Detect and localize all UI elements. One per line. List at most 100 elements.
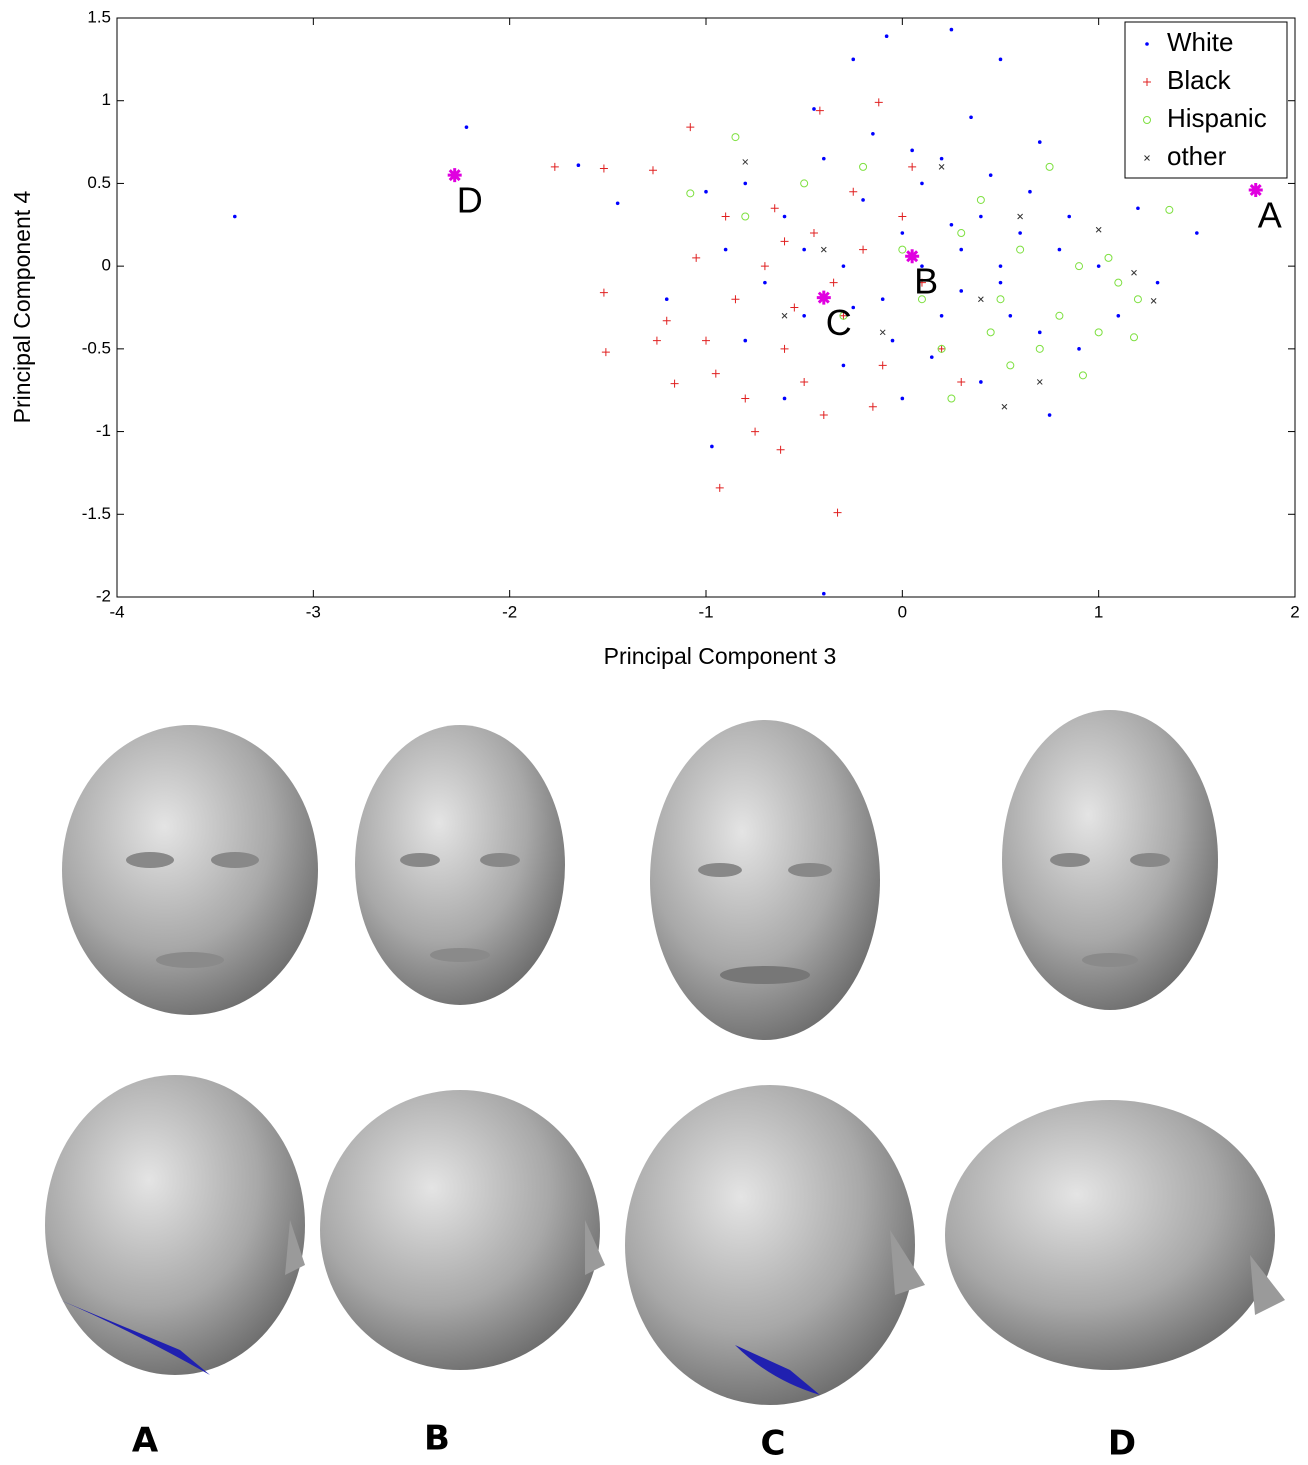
point xyxy=(1018,231,1022,235)
point xyxy=(998,264,1003,268)
point xyxy=(1195,231,1199,235)
y-tick-label: 1 xyxy=(102,90,111,109)
point xyxy=(731,295,740,304)
point xyxy=(464,125,469,129)
point xyxy=(1078,371,1087,380)
point xyxy=(809,229,818,238)
point xyxy=(920,181,924,186)
x-tick-label: -2 xyxy=(502,602,517,621)
point xyxy=(1077,347,1081,351)
point xyxy=(949,222,954,227)
point xyxy=(742,159,749,165)
point xyxy=(751,427,760,436)
point xyxy=(998,57,1003,62)
legend-label: other xyxy=(1167,141,1227,171)
face-d-side xyxy=(945,1100,1285,1370)
point xyxy=(576,163,581,168)
point xyxy=(820,246,827,253)
point xyxy=(1017,213,1023,220)
point xyxy=(880,297,885,302)
point xyxy=(937,344,946,353)
faces xyxy=(45,710,1285,1405)
legend-marker xyxy=(1143,116,1151,124)
highlight-point xyxy=(447,168,462,183)
y-tick-label: 1.5 xyxy=(87,7,111,26)
legend-marker xyxy=(1145,42,1149,46)
point xyxy=(878,361,887,370)
face-c-side xyxy=(625,1085,925,1405)
point xyxy=(1008,313,1013,318)
point xyxy=(1136,206,1140,211)
point xyxy=(652,336,661,345)
point xyxy=(1047,413,1052,417)
point xyxy=(648,166,657,175)
point xyxy=(822,156,826,161)
x-tick-label: -3 xyxy=(306,602,321,621)
panel-label: B xyxy=(424,1419,450,1459)
y-tick-label: 0.5 xyxy=(87,173,111,192)
point xyxy=(986,328,995,337)
legend-box xyxy=(1124,21,1288,179)
point xyxy=(879,329,886,336)
point xyxy=(900,231,905,235)
point xyxy=(859,245,868,254)
point xyxy=(959,247,964,252)
point xyxy=(781,312,788,319)
point xyxy=(1055,311,1064,320)
plot: -4 -3 -2 -1 0 1 2 -2 -1.5 -1 -0.5 0 0.5 1 1.5 A B C D White… xyxy=(82,7,1300,621)
legend-marker xyxy=(1144,155,1150,161)
point xyxy=(868,402,877,411)
face-b-front xyxy=(355,725,565,1005)
point xyxy=(917,278,926,287)
point xyxy=(782,396,787,401)
point xyxy=(662,316,671,325)
plot-frame xyxy=(116,17,1296,598)
point xyxy=(1028,189,1032,194)
point xyxy=(1045,162,1054,171)
y-tick-label: -1 xyxy=(96,421,111,440)
point xyxy=(1131,269,1137,276)
y-tick-label: -1.5 xyxy=(82,504,111,523)
point xyxy=(702,336,710,345)
point xyxy=(1116,313,1121,318)
point xyxy=(861,198,865,202)
point xyxy=(815,106,824,115)
point xyxy=(686,189,695,198)
point xyxy=(1130,333,1139,342)
legend-label: Black xyxy=(1167,65,1232,95)
point xyxy=(979,380,983,384)
point xyxy=(741,212,750,221)
point xyxy=(859,162,868,171)
point xyxy=(1094,328,1103,337)
point xyxy=(996,295,1005,304)
annotation-label: D xyxy=(457,180,483,221)
point xyxy=(1155,280,1160,285)
x-tick-label: 0 xyxy=(898,602,907,621)
point xyxy=(833,508,842,517)
point xyxy=(871,132,875,136)
y-axis-label: Principal Component 4 xyxy=(9,190,35,423)
point xyxy=(1095,226,1102,233)
point xyxy=(898,212,907,221)
point xyxy=(874,98,883,107)
point xyxy=(1016,245,1025,254)
point xyxy=(731,133,740,142)
point xyxy=(898,245,907,254)
point xyxy=(715,483,724,492)
point xyxy=(800,377,809,386)
point xyxy=(802,247,806,252)
point xyxy=(1150,298,1157,304)
y-tick-label: -2 xyxy=(96,586,111,605)
point xyxy=(743,338,748,343)
point xyxy=(1037,140,1042,144)
face-b-side xyxy=(320,1090,605,1370)
point xyxy=(959,289,964,293)
point xyxy=(780,237,789,246)
point xyxy=(704,189,708,194)
point xyxy=(741,394,750,403)
point xyxy=(1001,403,1008,410)
y-tick-label: 0 xyxy=(102,256,111,275)
point xyxy=(1165,205,1174,214)
point xyxy=(233,214,237,219)
point xyxy=(947,394,956,403)
